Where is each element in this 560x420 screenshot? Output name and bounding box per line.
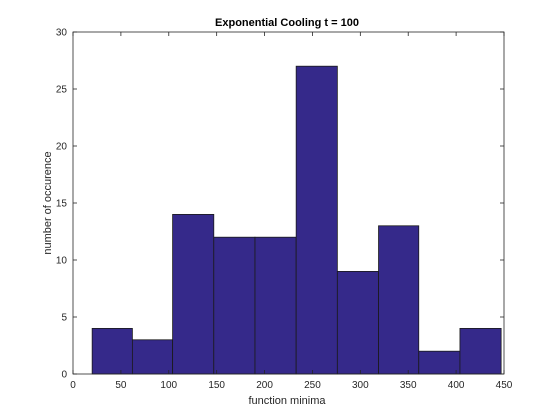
y-tick-label-4: 20 [56, 142, 68, 153]
x-tick-label-4: 200 [256, 380, 273, 391]
histogram-bar-4 [254, 236, 297, 375]
x-tick-label-1: 50 [115, 380, 127, 391]
x-tick-label-0: 0 [70, 380, 76, 391]
histogram-bar-6 [336, 270, 379, 375]
y-tick-label-2: 10 [56, 256, 68, 267]
x-tick-label-5: 250 [304, 380, 321, 391]
y-tick-label-0: 0 [61, 370, 67, 381]
x-tick-label-9: 450 [496, 380, 513, 391]
bars-group [91, 65, 502, 375]
x-tick-label-6: 300 [352, 380, 369, 391]
histogram-bar-8 [418, 350, 461, 375]
histogram-bar-0 [91, 327, 133, 375]
histogram-bar-3 [213, 236, 256, 375]
x-axis-label: function minima [248, 395, 326, 407]
histogram-bar-9 [459, 327, 502, 375]
x-tick-label-8: 400 [448, 380, 465, 391]
y-tick-label-3: 15 [56, 199, 68, 210]
y-axis-label: number of occurence [42, 151, 54, 254]
y-tick-label-1: 5 [61, 313, 67, 324]
chart-title: Exponential Cooling t = 100 [215, 17, 359, 29]
y-tick-label-5: 25 [56, 85, 68, 96]
histogram-bar-7 [378, 225, 420, 375]
histogram-bar-1 [131, 339, 174, 375]
axes-group: 0 50 100 150 200 250 300 350 400 450 0 5 10 15 20 25 30 [56, 28, 513, 392]
x-tick-label-2: 100 [160, 380, 177, 391]
histogram-bar-5 [295, 65, 338, 375]
x-tick-label-3: 150 [208, 380, 225, 391]
x-tick-label-7: 350 [400, 380, 417, 391]
histogram-bar-2 [172, 213, 215, 375]
y-tick-label-6: 30 [56, 28, 68, 39]
